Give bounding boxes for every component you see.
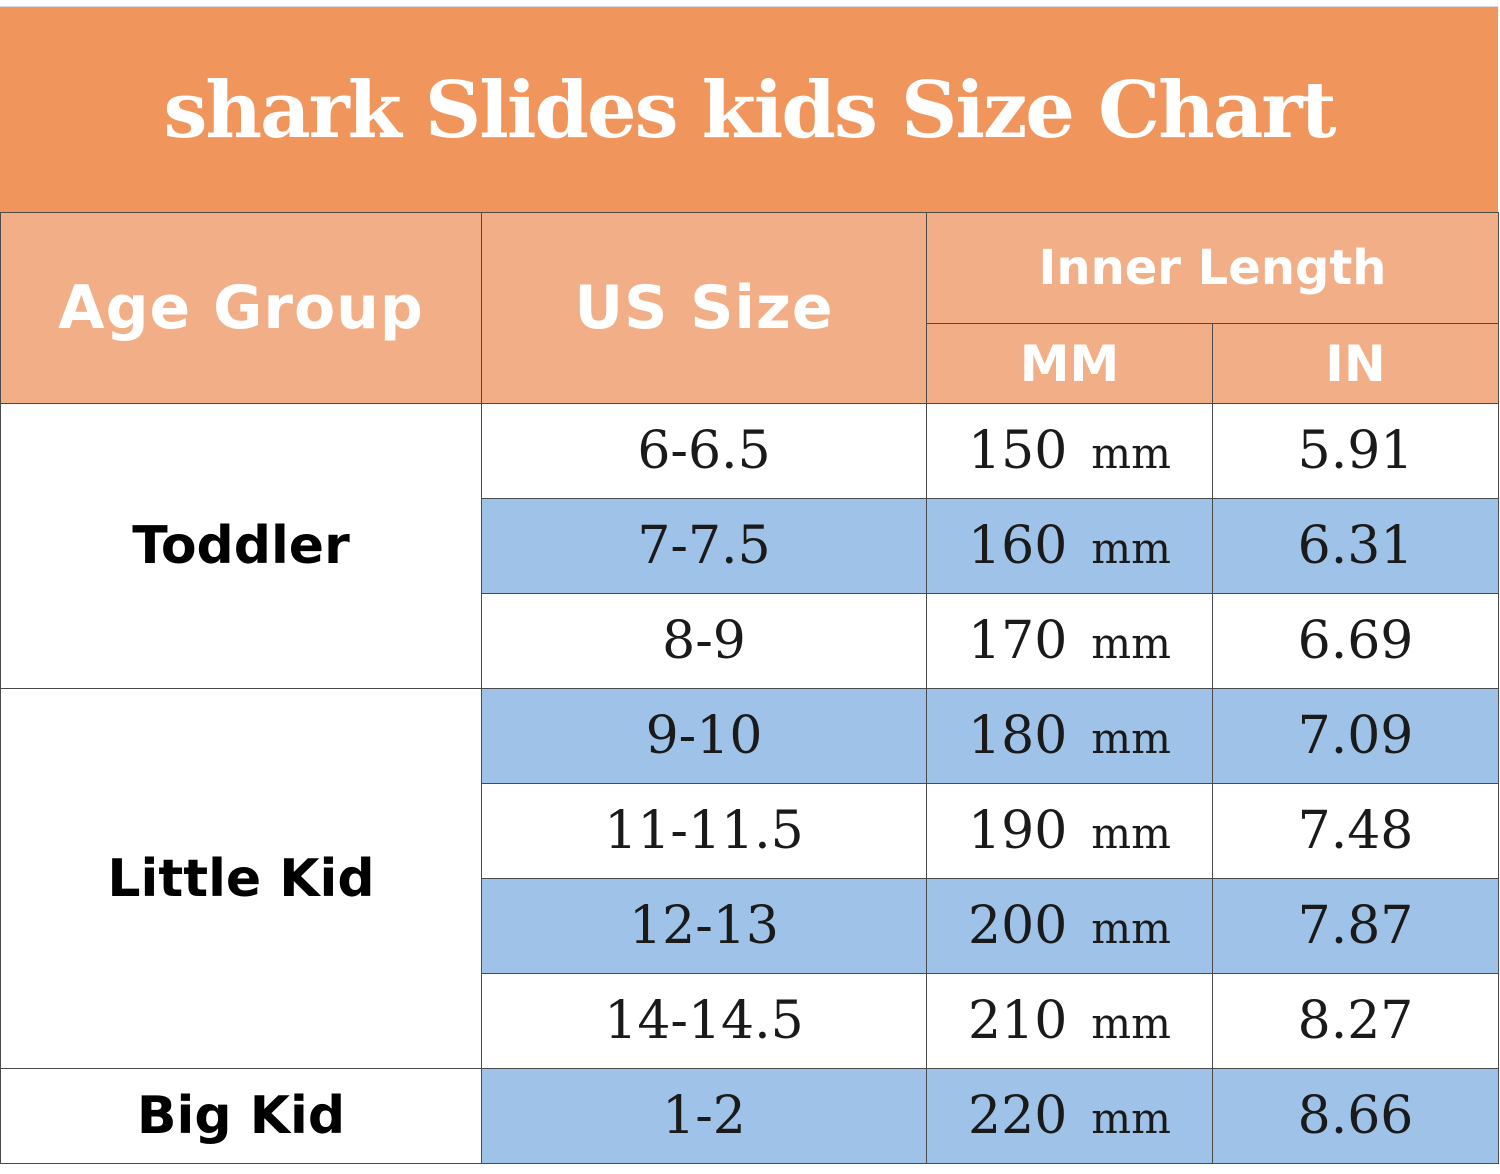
group-label-little-kid: Little Kid bbox=[0, 688, 482, 1069]
mm-cell: 200 mm bbox=[926, 878, 1213, 974]
us-size-cell: 9-10 bbox=[481, 688, 927, 784]
table-row: 12-13 200 mm 7.87 bbox=[1, 878, 1499, 974]
mm-cell: 210 mm bbox=[926, 973, 1213, 1069]
table-row: Little Kid 9-10 180 mm 7.09 bbox=[0, 688, 1499, 1069]
chart-title: shark Slides kids Size Chart bbox=[163, 64, 1336, 156]
mm-value: 160 bbox=[968, 516, 1068, 576]
mm-cell: 150 mm bbox=[926, 403, 1213, 499]
mm-cell: 160 mm bbox=[926, 498, 1213, 594]
table-row: 11-11.5 190 mm 7.48 bbox=[1, 783, 1499, 879]
title-bar: shark Slides kids Size Chart bbox=[0, 6, 1498, 213]
mm-cell: 190 mm bbox=[926, 783, 1213, 879]
us-size-cell: 7-7.5 bbox=[481, 498, 927, 594]
us-size-cell: 14-14.5 bbox=[481, 973, 927, 1069]
in-cell: 8.27 bbox=[1212, 973, 1499, 1069]
mm-value: 210 bbox=[968, 991, 1068, 1051]
table-row: Toddler 6-6.5 150 mm 5.91 bbox=[0, 403, 1499, 689]
mm-value: 220 bbox=[968, 1086, 1068, 1146]
group-label-toddler: Toddler bbox=[0, 403, 482, 689]
mm-unit: mm bbox=[1091, 999, 1171, 1048]
subheader-row: MM IN bbox=[1, 323, 1499, 404]
us-size-cell: 6-6.5 bbox=[481, 403, 927, 499]
mm-cell: 220 mm bbox=[926, 1068, 1213, 1164]
mm-unit: mm bbox=[1091, 809, 1171, 858]
mm-value: 190 bbox=[968, 801, 1068, 861]
in-cell: 5.91 bbox=[1212, 403, 1499, 499]
mm-value: 180 bbox=[968, 706, 1068, 766]
us-size-cell: 8-9 bbox=[481, 593, 927, 689]
in-cell: 7.87 bbox=[1212, 878, 1499, 974]
in-cell: 7.48 bbox=[1212, 783, 1499, 879]
header-age-group: Age Group bbox=[0, 212, 482, 404]
header-us-size: US Size bbox=[481, 212, 927, 404]
in-cell: 6.69 bbox=[1212, 593, 1499, 689]
mm-cell: 170 mm bbox=[926, 593, 1213, 689]
mm-unit: mm bbox=[1091, 1094, 1171, 1143]
header-in: IN bbox=[1212, 323, 1499, 404]
table-row: 8-9 170 mm 6.69 bbox=[1, 593, 1499, 689]
header-mm: MM bbox=[926, 323, 1213, 404]
group-label-big-kid: Big Kid bbox=[0, 1068, 482, 1164]
table-row: 14-14.5 210 mm 8.27 bbox=[1, 973, 1499, 1069]
mm-value: 150 bbox=[968, 421, 1068, 481]
mm-unit: mm bbox=[1091, 714, 1171, 763]
us-size-cell: 11-11.5 bbox=[481, 783, 927, 879]
mm-cell: 180 mm bbox=[926, 688, 1213, 784]
table-row: 7-7.5 160 mm 6.31 bbox=[1, 498, 1499, 594]
us-size-cell: 1-2 bbox=[481, 1068, 927, 1164]
mm-value: 170 bbox=[968, 611, 1068, 671]
size-table: Age Group US Size Inner Length MM IN Tod… bbox=[0, 212, 1499, 1164]
mm-value: 200 bbox=[968, 896, 1068, 956]
mm-unit: mm bbox=[1091, 904, 1171, 953]
in-cell: 7.09 bbox=[1212, 688, 1499, 784]
table-row: Big Kid 1-2 220 mm 8.66 bbox=[0, 1068, 1499, 1164]
in-cell: 6.31 bbox=[1212, 498, 1499, 594]
mm-unit: mm bbox=[1091, 429, 1171, 478]
mm-unit: mm bbox=[1091, 524, 1171, 573]
in-cell: 8.66 bbox=[1212, 1068, 1499, 1164]
mm-unit: mm bbox=[1091, 619, 1171, 668]
us-size-cell: 12-13 bbox=[481, 878, 927, 974]
header-row: Age Group US Size Inner Length bbox=[0, 212, 1499, 404]
header-inner-length: Inner Length bbox=[926, 212, 1499, 324]
